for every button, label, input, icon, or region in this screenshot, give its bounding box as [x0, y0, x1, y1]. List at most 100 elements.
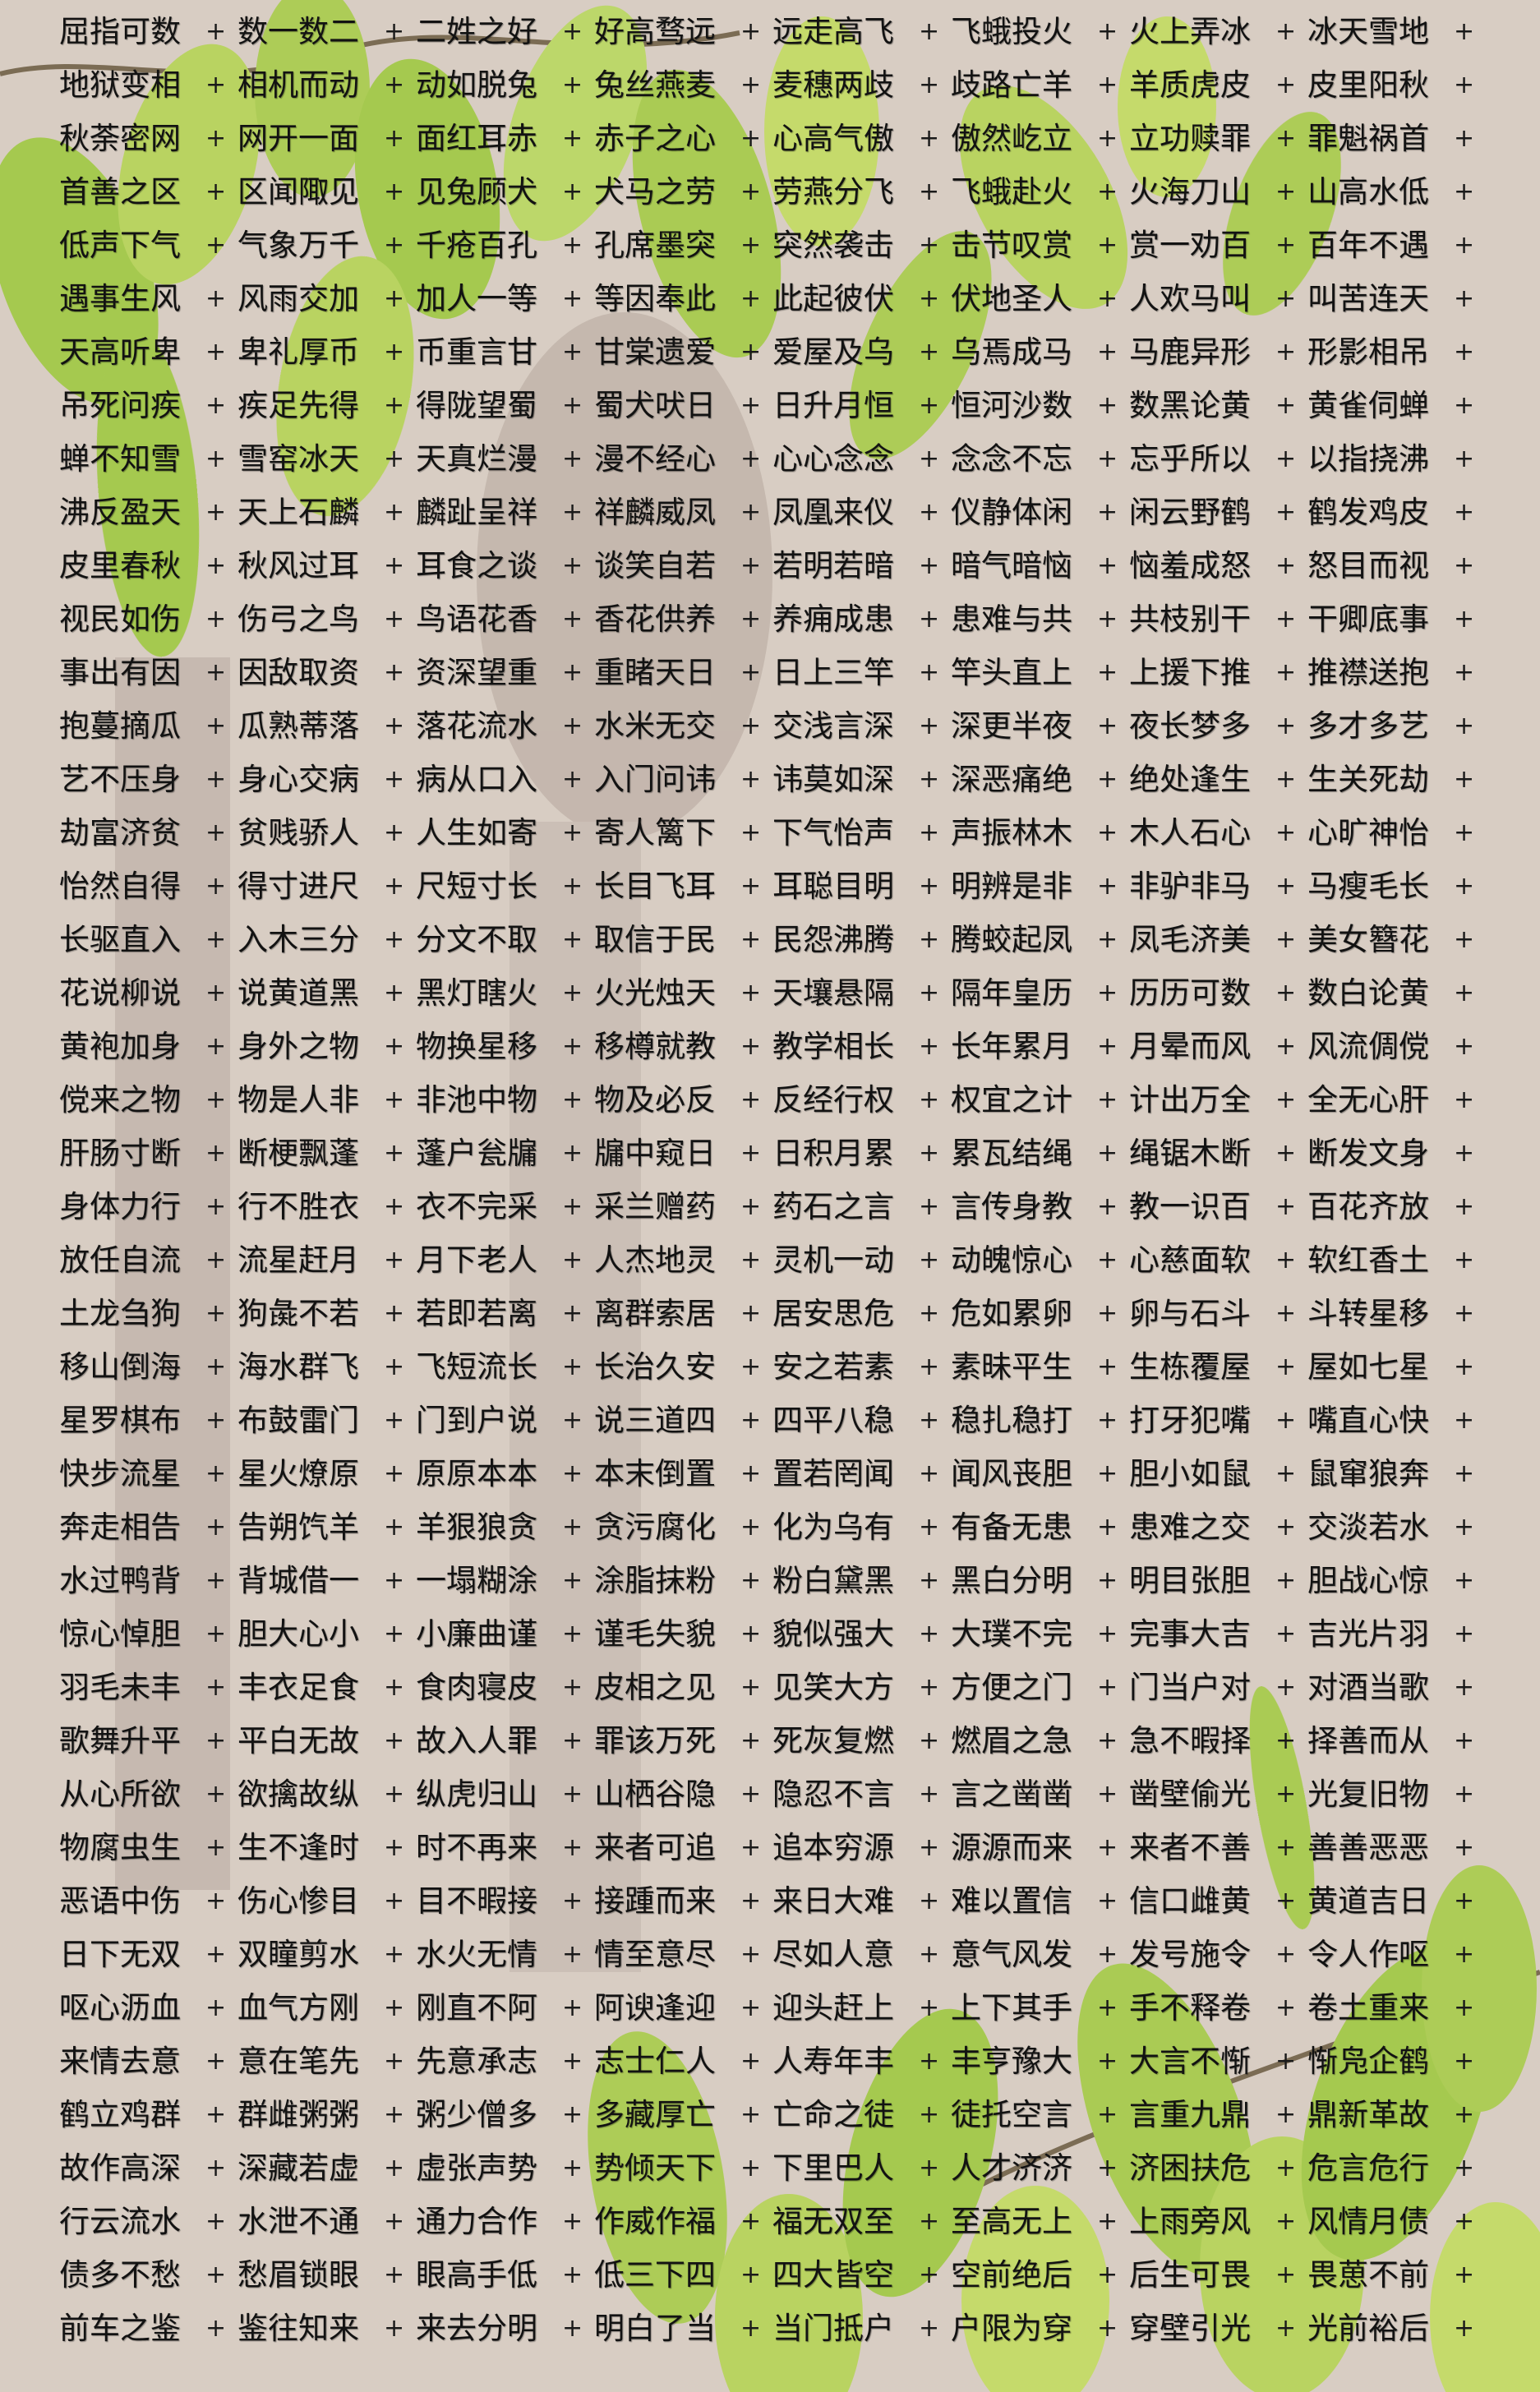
idiom-cell: 雪窑冰天 [237, 441, 359, 477]
plus-separator: + [919, 17, 940, 46]
idiom-cell: 日上三竿 [772, 655, 894, 690]
idiom-cell: 志士仁人 [594, 2044, 716, 2079]
idiom-row: 蝉不知雪 + 雪窑冰天 + 天真烂漫 + 漫不经心 + 心心念念 + 念念不忘 + 忘乎所以 + 以指挠沸 + [0, 432, 1540, 486]
idiom-cell: 入门问讳 [594, 762, 716, 797]
idiom-row: 艺不压身 + 身心交病 + 病从口入 + 入门问讳 + 讳莫如深 + 深恶痛绝 + 绝处逢生 + 生关死劫 + [0, 753, 1540, 806]
plus-separator: + [205, 1192, 227, 1221]
idiom-cell: 丰亨豫大 [951, 2044, 1072, 2079]
plus-separator: + [1454, 177, 1475, 206]
plus-separator: + [1097, 1353, 1118, 1381]
plus-separator: + [919, 391, 940, 420]
plus-separator: + [384, 1353, 405, 1381]
idiom-cell: 见笑大方 [772, 1670, 894, 1705]
plus-separator: + [562, 1833, 583, 1862]
plus-separator: + [384, 1085, 405, 1114]
idiom-cell: 斗转星移 [1307, 1296, 1429, 1331]
plus-separator: + [1275, 1032, 1297, 1061]
idiom-cell: 故入人罪 [416, 1723, 537, 1758]
plus-separator: + [205, 17, 227, 46]
plus-separator: + [740, 1566, 762, 1595]
plus-separator: + [205, 1353, 227, 1381]
idiom-cell: 黑灯瞎火 [416, 975, 537, 1011]
plus-separator: + [740, 1940, 762, 1969]
plus-separator: + [205, 658, 227, 687]
idiom-cell: 情至意尽 [594, 1937, 716, 1972]
plus-separator: + [205, 1887, 227, 1915]
idiom-cell: 济困扶危 [1129, 2150, 1251, 2186]
idiom-cell: 物是人非 [237, 1082, 359, 1118]
idiom-cell: 得陇望蜀 [416, 388, 537, 423]
idiom-cell: 户限为穿 [951, 2311, 1072, 2346]
plus-separator: + [384, 1032, 405, 1061]
idiom-cell: 兔丝燕麦 [594, 67, 716, 103]
idiom-cell: 乌焉成马 [951, 334, 1072, 370]
idiom-cell: 放任自流 [59, 1242, 181, 1278]
idiom-cell: 艺不压身 [59, 762, 181, 797]
idiom-row: 惊心悼胆 + 胆大心小 + 小廉曲谨 + 谨毛失貌 + 貌似强大 + 大璞不完 + 完事大吉 + 吉光片羽 + [0, 1607, 1540, 1661]
plus-separator: + [1275, 1513, 1297, 1542]
plus-separator: + [1454, 712, 1475, 740]
idiom-cell: 甘棠遗爱 [594, 334, 716, 370]
idiom-cell: 祥麟威凤 [594, 495, 716, 530]
idiom-cell: 后生可畏 [1129, 2257, 1251, 2293]
idiom-cell: 鉴往知来 [237, 2311, 359, 2346]
plus-separator: + [1097, 1192, 1118, 1221]
idiom-row: 呕心沥血 + 血气方刚 + 刚直不阿 + 阿谀逢迎 + 迎头赶上 + 上下其手 + 手不释卷 + 卷土重来 + [0, 1981, 1540, 2035]
idiom-cell: 伏地圣人 [951, 281, 1072, 316]
plus-separator: + [919, 1406, 940, 1435]
idiom-cell: 土龙刍狗 [59, 1296, 181, 1331]
idiom-cell: 物及必反 [594, 1082, 716, 1118]
plus-separator: + [1275, 1406, 1297, 1435]
idiom-cell: 呕心沥血 [59, 1990, 181, 2026]
plus-separator: + [740, 1139, 762, 1168]
plus-separator: + [205, 498, 227, 527]
plus-separator: + [1275, 1192, 1297, 1221]
idiom-cell: 重睹天日 [594, 655, 716, 690]
plus-separator: + [740, 872, 762, 901]
idiom-cell: 食肉寝皮 [416, 1670, 537, 1705]
idiom-cell: 深更半夜 [951, 708, 1072, 744]
idiom-cell: 作威作福 [594, 2204, 716, 2239]
plus-separator: + [1275, 177, 1297, 206]
plus-separator: + [205, 1673, 227, 1702]
idiom-cell: 明辨是非 [951, 869, 1072, 904]
idiom-cell: 追本穷源 [772, 1830, 894, 1865]
plus-separator: + [919, 1513, 940, 1542]
idiom-cell: 羊狠狼贪 [416, 1509, 537, 1545]
plus-separator: + [1275, 1726, 1297, 1755]
idiom-cell: 死灰复燃 [772, 1723, 894, 1758]
plus-separator: + [384, 1406, 405, 1435]
plus-separator: + [1454, 71, 1475, 99]
idiom-cell: 反经行权 [772, 1082, 894, 1118]
idiom-cell: 病从口入 [416, 762, 537, 797]
plus-separator: + [1275, 1566, 1297, 1595]
plus-separator: + [1097, 605, 1118, 634]
plus-separator: + [1275, 1780, 1297, 1809]
plus-separator: + [740, 1032, 762, 1061]
plus-separator: + [919, 1139, 940, 1168]
idiom-row: 行云流水 + 水泄不通 + 通力合作 + 作威作福 + 福无双至 + 至高无上 + 上雨旁风 + 风情月债 + [0, 2195, 1540, 2248]
plus-separator: + [1097, 1139, 1118, 1168]
idiom-cell: 动如脱兔 [416, 67, 537, 103]
plus-separator: + [562, 338, 583, 366]
plus-separator: + [740, 1459, 762, 1488]
idiom-cell: 吉光片羽 [1307, 1616, 1429, 1652]
idiom-cell: 言之凿凿 [951, 1777, 1072, 1812]
idiom-cell: 本末倒置 [594, 1456, 716, 1491]
plus-separator: + [919, 765, 940, 794]
idiom-cell: 以指挠沸 [1307, 441, 1429, 477]
idiom-cell: 水米无交 [594, 708, 716, 744]
idiom-row: 前车之鉴 + 鉴往知来 + 来去分明 + 明白了当 + 当门抵户 + 户限为穿 + 穿壁引光 + 光前裕后 + [0, 2302, 1540, 2355]
plus-separator: + [1275, 1887, 1297, 1915]
plus-separator: + [740, 1780, 762, 1809]
idiom-cell: 心慈面软 [1129, 1242, 1251, 1278]
idiom-cell: 快步流星 [59, 1456, 181, 1491]
idiom-cell: 屈指可数 [59, 14, 181, 49]
idiom-cell: 来者可追 [594, 1830, 716, 1865]
plus-separator: + [384, 551, 405, 580]
idiom-cell: 先意承志 [416, 2044, 537, 2079]
plus-separator: + [1454, 1833, 1475, 1862]
plus-separator: + [1097, 445, 1118, 473]
idiom-cell: 低声下气 [59, 228, 181, 263]
plus-separator: + [562, 2100, 583, 2129]
